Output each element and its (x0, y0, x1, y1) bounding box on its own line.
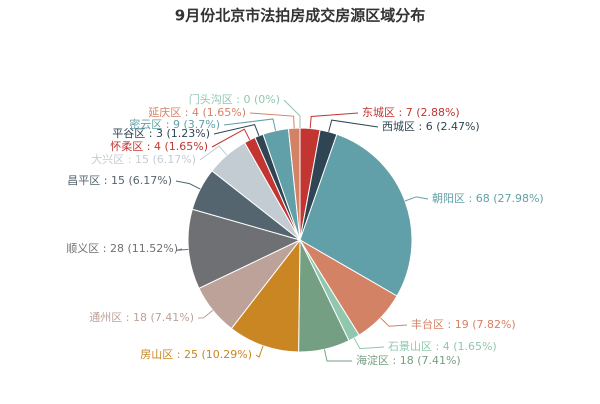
chart-title: 9月份北京市法拍房成交房源区域分布 (175, 7, 425, 25)
slice-label: 怀柔区 : 4 (1.65%) (110, 140, 208, 153)
leader-line (283, 99, 301, 128)
leader-line (223, 118, 277, 131)
leader-line (211, 128, 251, 148)
leader-line (309, 112, 359, 129)
leader-line (213, 124, 260, 136)
leader-line (255, 345, 264, 358)
slice-label: 海淀区 : 18 (7.41%) (356, 353, 461, 367)
slice-label: 平谷区 : 3 (1.23%) (112, 127, 210, 140)
leader-line (328, 119, 379, 132)
slice-label: 昌平区 : 15 (6.17%) (67, 174, 172, 187)
slice-label: 门头沟区 : 0 (0%) (189, 92, 280, 106)
leader-line (249, 112, 295, 129)
slice-label: 丰台区 : 19 (7.82%) (411, 317, 516, 331)
slice-label: 密云区 : 9 (3.7%) (129, 117, 220, 131)
slice-label: 西城区 : 6 (2.47%) (382, 120, 480, 133)
leader-line (353, 337, 385, 350)
pie-slice (187, 208, 302, 289)
leader-line (176, 248, 189, 251)
pie-slice (299, 133, 413, 297)
leader-line (323, 349, 353, 362)
leader-line (380, 317, 408, 327)
leader-line (197, 309, 214, 319)
pie-slice (230, 238, 301, 353)
leader-line (404, 196, 429, 202)
slice-label: 顺义区 : 28 (11.52%) (66, 242, 178, 255)
leader-line (175, 180, 201, 190)
slice-label: 房山区 : 25 (10.29%) (140, 348, 252, 361)
slice-label: 大兴区 : 15 (6.17%) (91, 152, 196, 166)
slice-label: 通州区 : 18 (7.41%) (89, 311, 194, 324)
slice-label: 延庆区 : 4 (1.65%) (148, 105, 246, 119)
slice-label: 朝阳区 : 68 (27.98%) (432, 192, 544, 205)
leader-line (199, 145, 228, 161)
slice-label: 石景山区 : 4 (1.65%) (388, 340, 497, 353)
slice-label: 东城区 : 7 (2.88%) (362, 106, 460, 119)
